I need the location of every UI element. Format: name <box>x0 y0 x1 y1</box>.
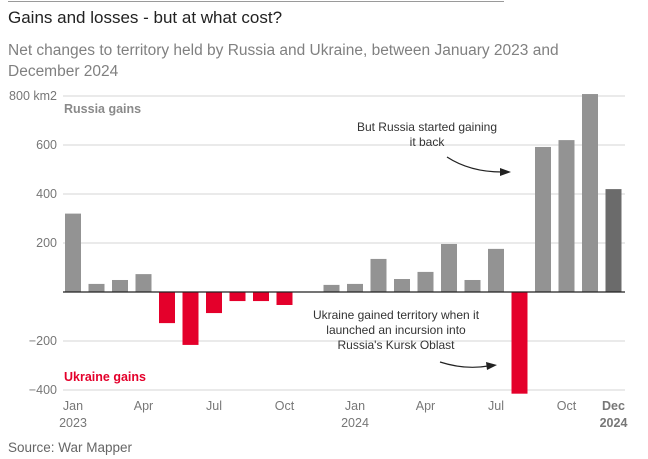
bar <box>276 292 293 305</box>
arrowhead-icon <box>500 168 511 176</box>
bar <box>253 292 269 302</box>
y-tick-label: −200 <box>29 334 57 348</box>
source-note: Source: War Mapper <box>8 440 133 455</box>
bar <box>464 279 481 292</box>
annotation-russia-arrow <box>446 156 503 173</box>
bar <box>347 283 363 292</box>
x-tick-label: Oct <box>275 399 295 413</box>
y-tick-label: 200 <box>36 236 57 250</box>
x-tick-label: Jul <box>206 399 222 413</box>
x-tick-year: 2024 <box>600 416 628 430</box>
x-tick-label: Oct <box>557 399 577 413</box>
bar <box>229 292 246 302</box>
x-tick-label: Jan <box>63 399 83 413</box>
legend-ukraine-gains: Ukraine gains <box>64 370 146 384</box>
bar <box>605 189 622 292</box>
bar <box>558 140 575 292</box>
x-tick-label: Jan <box>345 399 365 413</box>
annotation-russia-text: But Russia started gaining <box>357 120 497 134</box>
bar <box>535 146 551 292</box>
bar <box>182 292 199 345</box>
annotation-russia-text: it back <box>410 135 446 149</box>
x-tick-label: Jul <box>488 399 504 413</box>
bar <box>323 284 340 292</box>
bar <box>417 271 434 292</box>
y-tick-label: −400 <box>29 383 57 397</box>
bar <box>65 213 81 292</box>
top-rule <box>8 1 504 2</box>
arrowhead-icon <box>486 362 497 370</box>
annotation-ukraine-text: launched an incursion into <box>326 323 466 337</box>
bar <box>135 274 152 292</box>
y-tick-label: 600 <box>36 138 57 152</box>
legend-russia-gains: Russia gains <box>64 102 141 116</box>
bar <box>394 279 410 292</box>
x-tick-label: Apr <box>134 399 153 413</box>
x-tick-label: Dec <box>602 399 625 413</box>
bar <box>206 292 222 314</box>
bar <box>441 243 457 292</box>
annotation-ukraine-text: Ukraine gained territory when it <box>313 308 480 322</box>
chart-title: Gains and losses - but at what cost? <box>8 8 283 27</box>
x-tick-label: Apr <box>416 399 435 413</box>
bar <box>582 94 598 292</box>
bar <box>88 283 105 292</box>
x-tick-year: 2024 <box>341 416 369 430</box>
annotation-ukraine-text: Russia's Kursk Oblast <box>338 338 456 352</box>
bar <box>488 248 504 292</box>
annotation-ukraine-arrow <box>439 361 489 368</box>
chart-subtitle: Net changes to territory held by Russia … <box>8 42 559 80</box>
bar <box>370 258 387 292</box>
y-tick-label: 800 km2 <box>9 89 57 103</box>
bar <box>511 292 528 394</box>
bar <box>112 279 128 292</box>
y-tick-label: 400 <box>36 187 57 201</box>
x-tick-year: 2023 <box>59 416 87 430</box>
bar <box>159 292 175 324</box>
